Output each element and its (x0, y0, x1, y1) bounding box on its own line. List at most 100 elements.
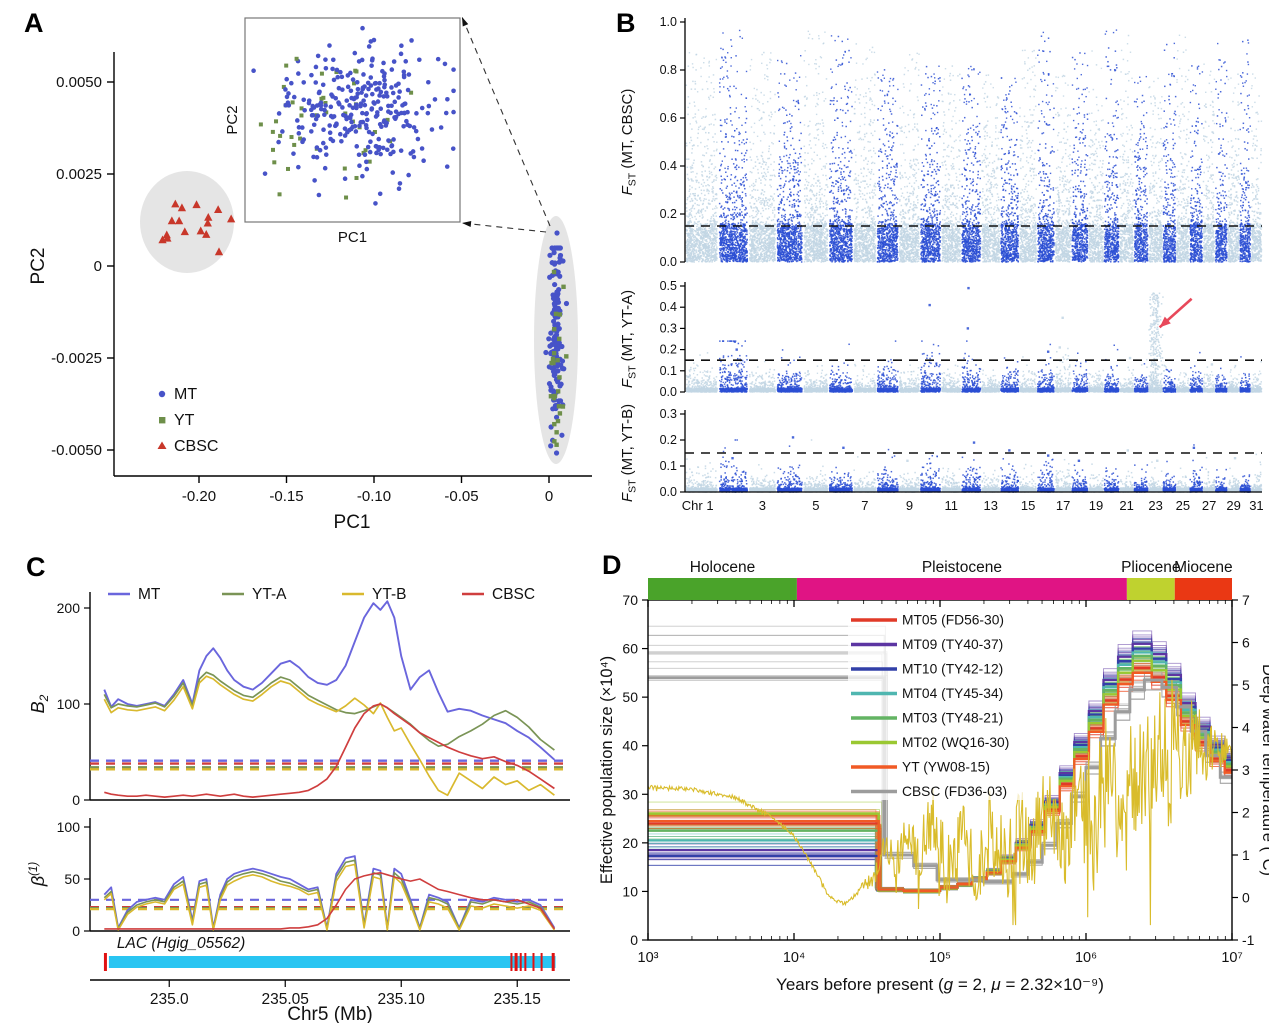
inset-mt-point (352, 50, 358, 56)
tick-label: 235.0 (150, 991, 189, 1008)
pca-legend: MT YT CBSC (157, 386, 218, 455)
inset-mt-point (405, 87, 411, 93)
inset-mt-point (377, 93, 382, 98)
inset-yt-point (272, 160, 277, 165)
inset-mt-point (402, 101, 408, 107)
psmc-plot: 0 10 20 30 40 50 60 70 -1 0 1 2 3 4 5 6 7 10³ 10⁴ 10⁵ 10⁶ 10⁷… (598, 592, 1269, 994)
inset-mt-point (322, 165, 328, 171)
tick-label: 0 (1242, 890, 1250, 906)
inset-mt-point (360, 110, 365, 116)
tick-label: 235.15 (494, 991, 541, 1008)
inset-yt-point (278, 133, 283, 138)
inset-mt-point (354, 79, 360, 85)
inset-mt-point (398, 51, 404, 57)
mt-point (557, 383, 563, 389)
inset-mt-point (311, 122, 317, 128)
zoom-connector-arrowhead (462, 17, 469, 27)
inset-mt-point (358, 103, 363, 109)
inset-mt-point (334, 121, 339, 126)
inset-mt-point (413, 128, 419, 134)
inset-mt-point (366, 86, 371, 92)
legend-label: YT (174, 412, 195, 429)
inset-mt-point (330, 114, 335, 120)
mt-point (551, 318, 557, 324)
inset-mt-point (391, 59, 397, 64)
inset-mt-point (342, 133, 348, 138)
mt-point (555, 321, 561, 327)
inset-mt-point (404, 118, 409, 124)
panel-a-label: A (24, 8, 44, 38)
y-axis-title: PC2 (28, 248, 49, 285)
inset-mt-point (296, 131, 302, 136)
inset-mt-point (358, 119, 364, 125)
inset-yt-point (324, 110, 329, 115)
inset-mt-point (421, 158, 426, 164)
inset-mt-point (280, 129, 285, 134)
chr-label: 31 (1249, 498, 1263, 513)
inset-mt-point (450, 146, 456, 151)
inset-yt-point (290, 100, 295, 105)
tick-label: 50 (64, 871, 80, 887)
yt-point (557, 375, 562, 380)
inset-mt-point (285, 100, 291, 105)
chr-label: 29 (1226, 498, 1240, 513)
inset-mt-point (368, 83, 374, 88)
tick-label: 6 (1242, 635, 1250, 651)
main-curve-YT (648, 671, 1232, 893)
tick-label: -0.05 (444, 488, 478, 505)
yt-point (553, 311, 559, 317)
inset-mt-point (354, 144, 360, 149)
mt-point (555, 296, 561, 302)
inset-mt-point (348, 126, 354, 132)
chr-label: 5 (812, 498, 819, 513)
inset-yt-point (270, 129, 275, 134)
chr-label: 21 (1119, 498, 1133, 513)
mt-point (548, 330, 554, 336)
legend-label: MT04 (TY45-34) (902, 686, 1003, 701)
inset-mt-point (312, 178, 317, 183)
inset-mt-point (374, 87, 379, 92)
inset-mt-point (296, 164, 301, 170)
legend-label: CBSC (FD36-03) (902, 784, 1007, 799)
inset-mt-point (382, 118, 387, 123)
chr-label: Chr 1 (682, 498, 714, 513)
inset-mt-point (337, 131, 343, 137)
y-axis-title-right: Deep water temperature (°C) (1259, 664, 1269, 876)
inset-mt-point (451, 109, 456, 115)
inset-mt-point (311, 105, 317, 110)
inset-mt-point (322, 112, 327, 118)
mt-point (543, 349, 549, 356)
tick-label: 7 (1242, 592, 1250, 608)
inset-mt-point (313, 116, 319, 122)
inset-mt-point (363, 93, 369, 98)
inset-mt-point (370, 91, 375, 97)
chr-label: 19 (1089, 498, 1103, 513)
gene-exon-mark (540, 953, 543, 971)
inset-yt-point (367, 159, 372, 164)
tick-label: 10⁷ (1221, 950, 1242, 966)
yt-point (552, 421, 557, 427)
mt-point (557, 273, 563, 279)
panel-a-pca-chart: 0.0050 0.0025 0 -0.0025 -0.0050 -0.20 -0.15 -0.… (28, 16, 592, 533)
inset-mt-point (426, 103, 432, 109)
tick-label: 100 (57, 696, 81, 712)
inset-mt-point (349, 119, 354, 125)
mt-point (552, 281, 558, 288)
epoch-label: Holocene (690, 559, 756, 576)
mt-point (554, 306, 560, 312)
inset-mt-point (408, 151, 414, 156)
tick-label: 30 (622, 786, 638, 802)
inset-mt-point (360, 173, 365, 179)
yt-point (551, 360, 556, 366)
inset-mt-point (360, 25, 365, 31)
tick-label: 10⁵ (929, 950, 951, 966)
inset-mt-point (284, 94, 290, 100)
chr-label: 13 (984, 498, 998, 513)
inset-mt-point (373, 114, 379, 119)
tick-label: 0 (72, 792, 80, 808)
mt-point (552, 260, 558, 266)
inset-yt-point (277, 192, 282, 197)
inset-mt-point (318, 103, 324, 108)
tick-label: 0 (94, 258, 102, 275)
inset-mt-point (369, 63, 374, 68)
